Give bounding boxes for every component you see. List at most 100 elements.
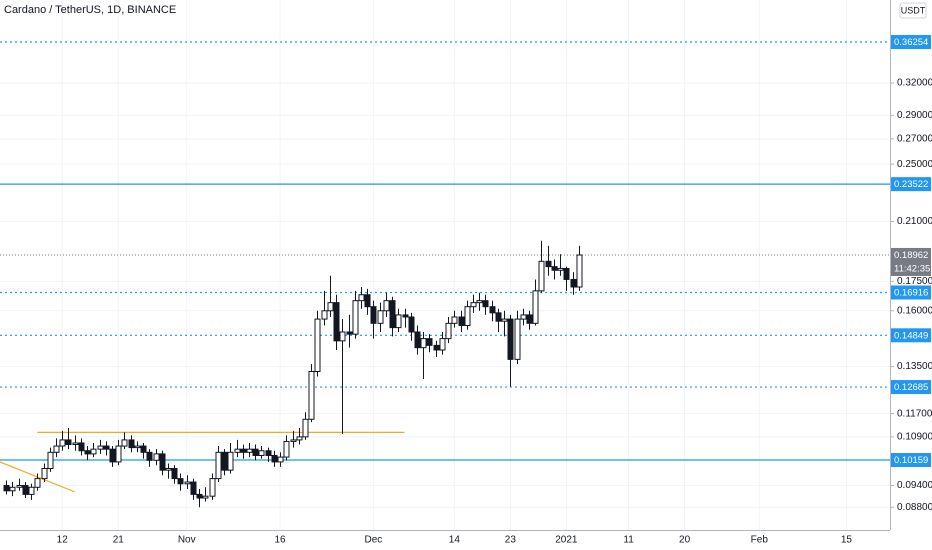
candle-body bbox=[9, 486, 16, 492]
levels bbox=[0, 41, 890, 493]
candle-body bbox=[190, 481, 197, 495]
x-tick-label: Dec bbox=[365, 535, 383, 546]
candle-body bbox=[246, 448, 253, 453]
candle-body bbox=[16, 485, 23, 488]
y-tick-label: 0.08800 bbox=[897, 502, 932, 513]
candle-body bbox=[302, 418, 309, 438]
candle-body bbox=[103, 445, 110, 450]
candle-body bbox=[451, 316, 458, 324]
x-tick-label: 16 bbox=[275, 535, 287, 546]
candle-body bbox=[458, 316, 465, 326]
candle-body bbox=[41, 467, 48, 480]
y-tick-label: 0.27000 bbox=[897, 133, 932, 144]
candle-body bbox=[215, 451, 222, 480]
candle-body bbox=[53, 445, 60, 453]
x-tick-label: 21 bbox=[113, 535, 125, 546]
candle-body bbox=[538, 260, 545, 292]
y-tick-label: 0.21000 bbox=[897, 216, 932, 227]
x-tick-label: Feb bbox=[751, 535, 769, 546]
candle-body bbox=[570, 278, 577, 288]
y-tick-label: 0.29000 bbox=[897, 110, 932, 121]
candle-body bbox=[47, 451, 54, 469]
candle-body bbox=[221, 451, 228, 471]
y-tick-label: 0.32000 bbox=[897, 78, 932, 89]
candle-body bbox=[482, 300, 489, 308]
level-label: 0.10159 bbox=[894, 455, 928, 466]
candle-body bbox=[90, 448, 97, 455]
x-tick-label: 11 bbox=[623, 535, 634, 546]
candle-body bbox=[271, 454, 278, 463]
candle-body bbox=[383, 300, 390, 312]
candle-body bbox=[97, 445, 104, 450]
candle-body bbox=[445, 322, 452, 340]
y-tick-label: 0.16000 bbox=[897, 305, 932, 316]
candle-body bbox=[557, 267, 564, 271]
candle-body bbox=[252, 448, 259, 456]
candle-body bbox=[22, 485, 29, 495]
x-tick-label: 2021 bbox=[555, 535, 578, 546]
level-label: 0.23522 bbox=[894, 179, 928, 190]
candle-body bbox=[470, 302, 477, 308]
candle-body bbox=[171, 467, 178, 480]
level-box bbox=[891, 380, 931, 395]
grid bbox=[0, 0, 890, 530]
candle-body bbox=[489, 306, 496, 314]
candle-body bbox=[209, 478, 216, 497]
candle-body bbox=[526, 314, 533, 324]
x-tick-label: 14 bbox=[449, 535, 461, 546]
x-tick-label: Nov bbox=[178, 535, 196, 546]
candle-body bbox=[364, 294, 371, 308]
candle-body bbox=[177, 478, 184, 485]
candle-body bbox=[327, 302, 334, 312]
y-tick-label: 0.10900 bbox=[897, 432, 932, 443]
candles bbox=[3, 240, 583, 508]
candle-body bbox=[78, 442, 85, 452]
candle-body bbox=[377, 310, 384, 324]
chart-title: Cardano / TetherUS, 1D, BINANCE bbox=[4, 4, 176, 16]
candle-body bbox=[184, 481, 191, 485]
y-tick-label: 0.09400 bbox=[897, 480, 932, 491]
x-tick-label: 12 bbox=[57, 535, 69, 546]
candle-body bbox=[65, 439, 72, 446]
level-box bbox=[891, 328, 931, 343]
candle-body bbox=[576, 254, 583, 288]
y-tick-label: 0.11700 bbox=[897, 408, 932, 419]
candle-body bbox=[370, 306, 377, 324]
candle-body bbox=[321, 310, 328, 320]
candle-body bbox=[314, 318, 321, 372]
candle-body bbox=[358, 294, 365, 302]
candle-body bbox=[333, 302, 340, 342]
last-price-box bbox=[891, 247, 931, 276]
level-box bbox=[891, 453, 931, 468]
candle-body bbox=[464, 306, 471, 326]
currency-button[interactable] bbox=[899, 2, 927, 19]
candle-body bbox=[545, 260, 552, 268]
y-tick-label: 0.17500 bbox=[897, 276, 932, 287]
candle-body bbox=[426, 338, 433, 346]
candle-body bbox=[115, 445, 122, 463]
candle-body bbox=[339, 331, 346, 342]
level-label: 0.14849 bbox=[894, 330, 928, 341]
candle-body bbox=[389, 300, 396, 329]
currency-button-label[interactable]: USDT bbox=[901, 5, 926, 15]
candle-body bbox=[395, 314, 402, 329]
candle-body bbox=[84, 450, 91, 455]
level-label: 0.16916 bbox=[894, 287, 928, 298]
candle-body bbox=[134, 445, 141, 449]
candle-body bbox=[227, 451, 234, 471]
candle-body bbox=[28, 486, 35, 495]
candle-body bbox=[520, 314, 527, 320]
candle-body bbox=[439, 338, 446, 351]
candle-body bbox=[563, 267, 570, 280]
x-tick-label: 20 bbox=[679, 535, 691, 546]
candle-body bbox=[72, 442, 79, 446]
x-tick-label: 23 bbox=[505, 535, 517, 546]
candle-body bbox=[296, 436, 303, 441]
candle-body bbox=[346, 331, 353, 335]
y-tick-label: 0.25000 bbox=[897, 159, 932, 170]
last-price-label: 0.18962 bbox=[894, 250, 928, 261]
candle-body bbox=[165, 467, 172, 471]
candle-body bbox=[551, 266, 558, 271]
